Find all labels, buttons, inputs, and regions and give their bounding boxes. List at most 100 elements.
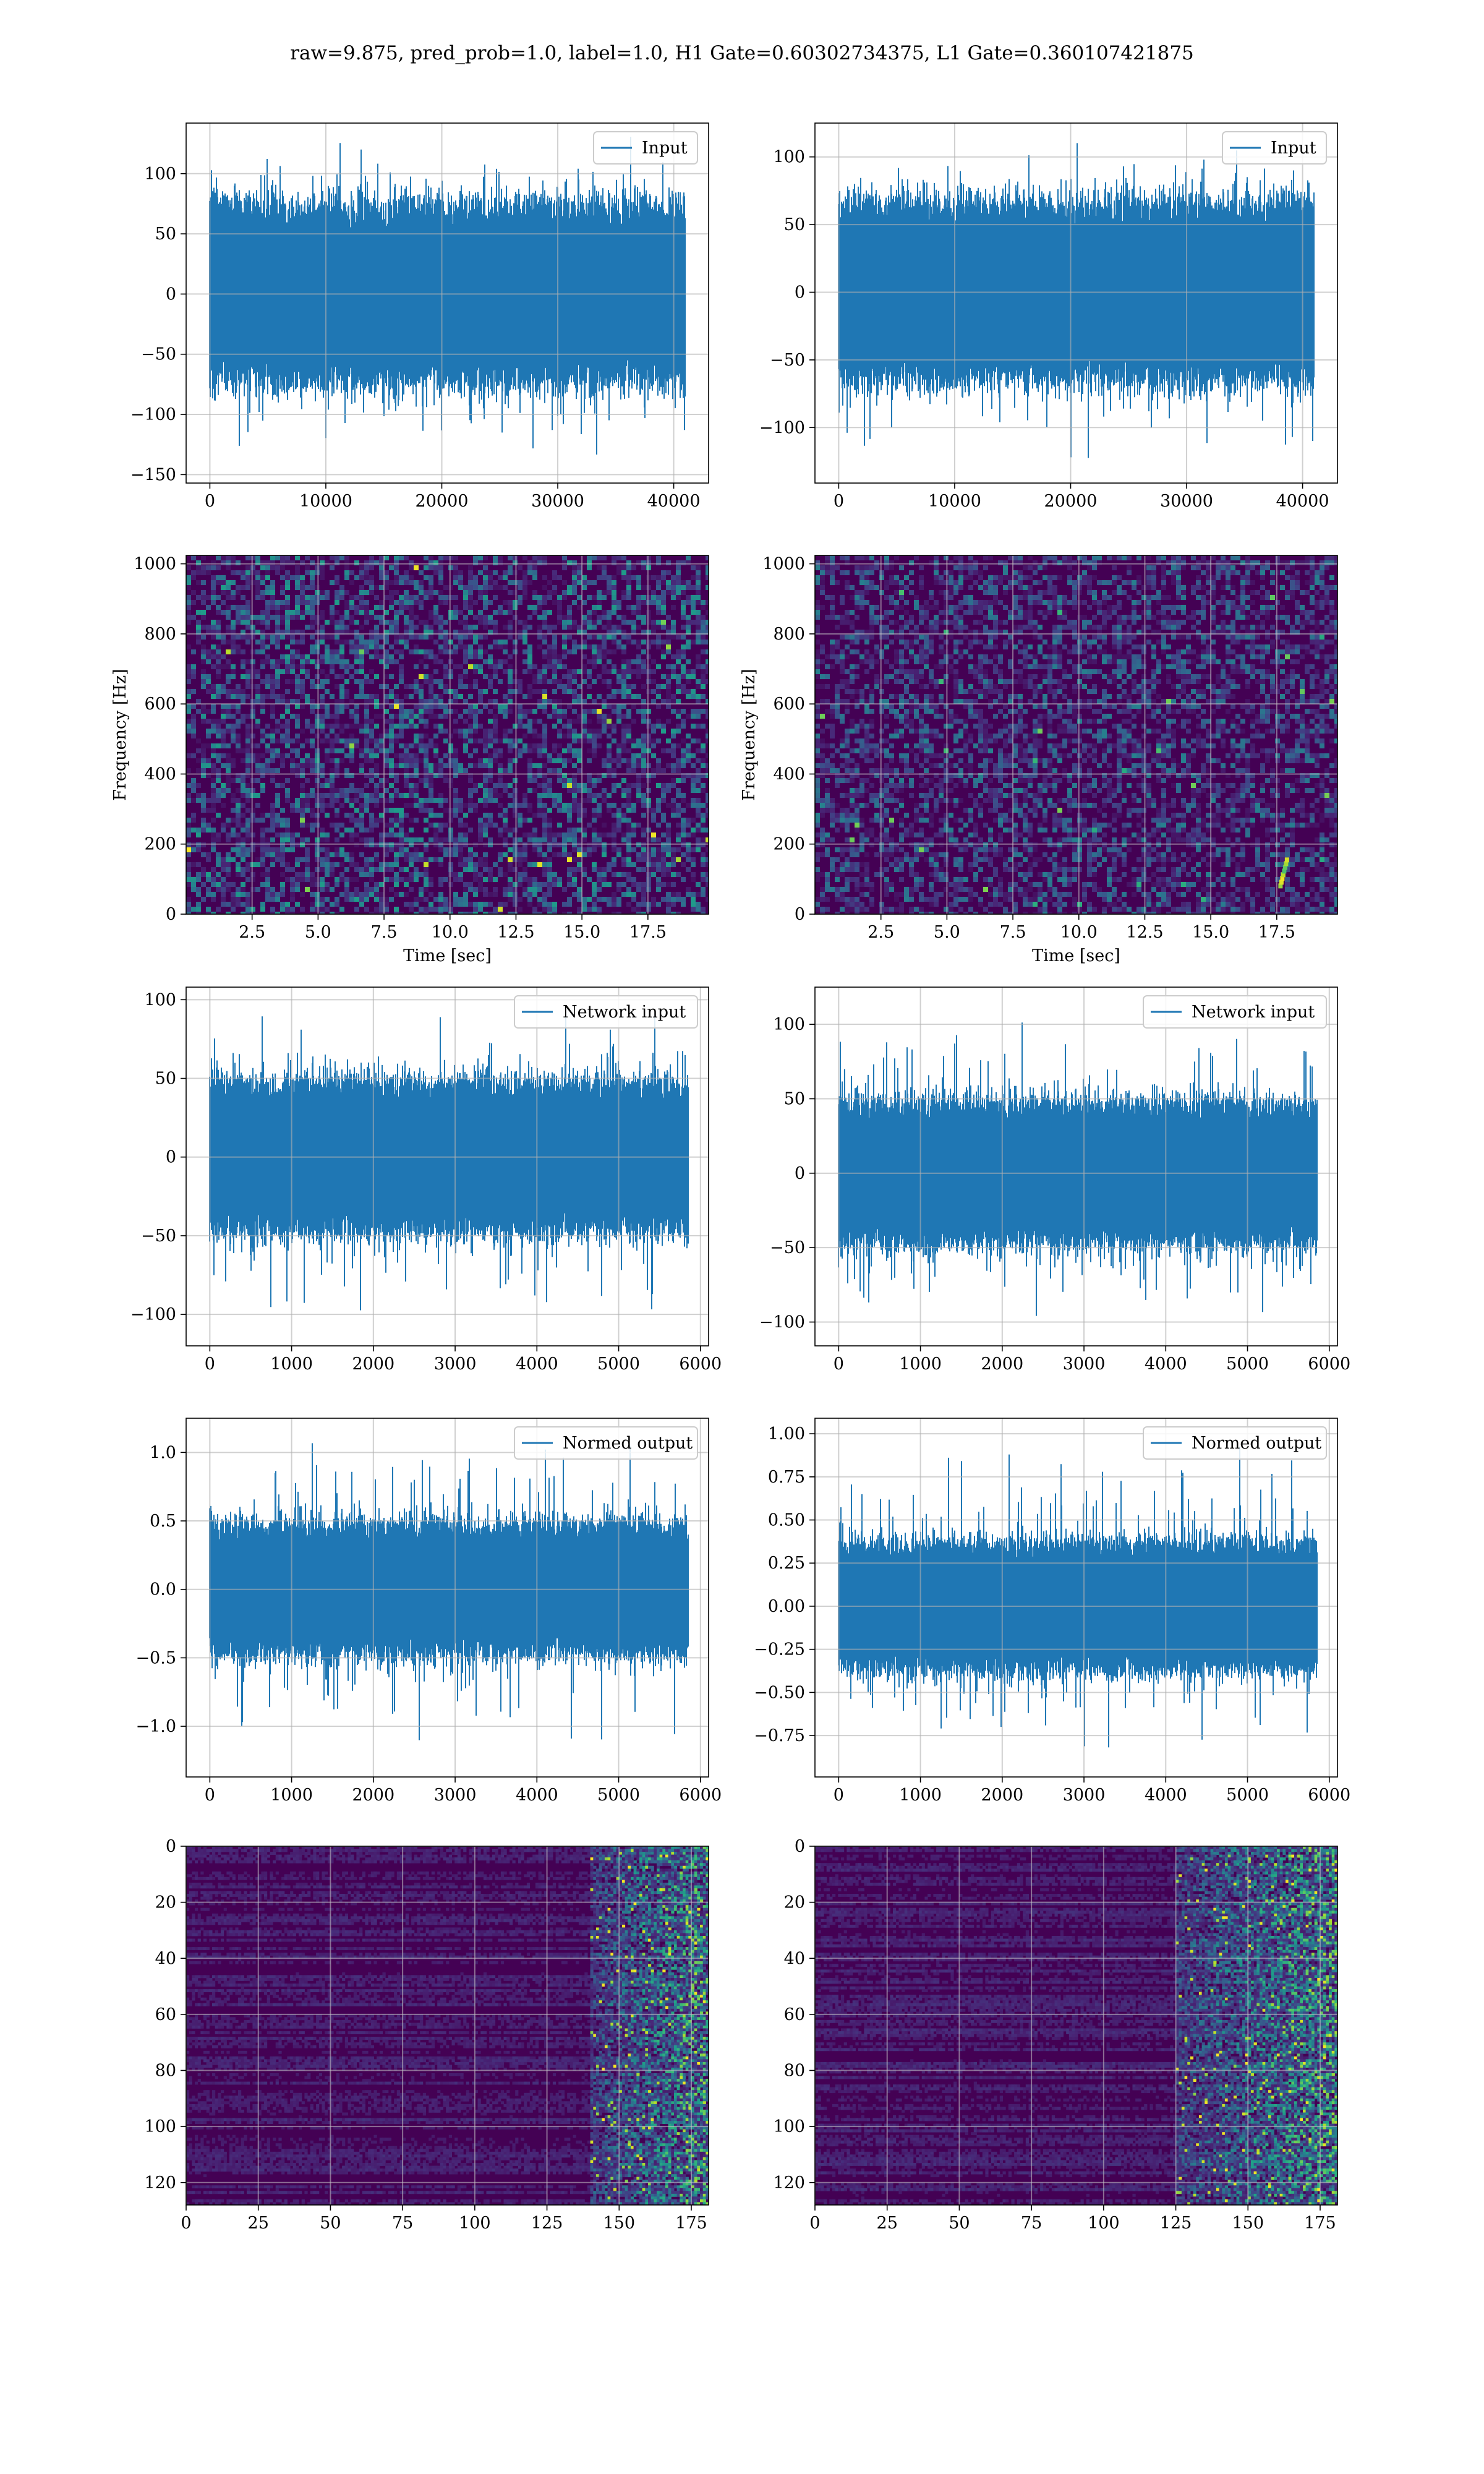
x-tick-label: 2000: [981, 1786, 1023, 1805]
y-tick-label: 0: [795, 1164, 805, 1183]
y-tick-label: 1000: [134, 555, 176, 574]
y-tick-label: −0.50: [754, 1683, 805, 1702]
plot-area: [815, 1846, 1337, 2205]
legend-label: Input: [642, 139, 688, 158]
y-tick-label: 0: [166, 1837, 176, 1856]
x-tick-label: 175: [675, 2214, 707, 2233]
x-tick-label: 6000: [679, 1355, 722, 1374]
y-tick-label: 20: [155, 1893, 176, 1912]
x-tick-label: 5000: [597, 1355, 640, 1374]
x-tick-label: 4000: [516, 1786, 558, 1805]
heatmap-cells: [186, 555, 709, 914]
x-tick-label: 4000: [1145, 1355, 1187, 1374]
x-tick-label: 5000: [1226, 1355, 1269, 1374]
axes-frame: [814, 987, 1338, 1346]
legend-label: Input: [1271, 139, 1316, 158]
y-axis-label: Frequency [Hz]: [740, 669, 759, 800]
y-axis-label: Frequency [Hz]: [111, 669, 130, 800]
y-tick-label: 0: [166, 905, 176, 924]
y-tick-label: 800: [773, 625, 805, 644]
y-tick-label: 1000: [762, 555, 805, 574]
x-tick-label: 75: [1021, 2214, 1042, 2233]
x-tick-label: 25: [877, 2214, 898, 2233]
axes-frame: [186, 1846, 709, 2206]
x-tick-label: 2000: [352, 1355, 394, 1374]
y-tick-label: −0.5: [135, 1648, 176, 1667]
x-tick-label: 4000: [1145, 1786, 1187, 1805]
x-tick-label: 3000: [434, 1355, 477, 1374]
x-tick-label: 0: [205, 1786, 215, 1805]
x-tick-label: 4000: [516, 1355, 558, 1374]
x-tick-label: 2000: [352, 1786, 394, 1805]
y-tick-label: 1.0: [150, 1443, 176, 1462]
y-tick-label: −100: [130, 405, 176, 424]
heatmap-cells: [815, 555, 1337, 914]
x-tick-label: 17.5: [629, 923, 667, 942]
x-tick-label: 7.5: [371, 923, 398, 942]
x-tick-label: 50: [949, 2214, 970, 2233]
y-tick-label: 100: [144, 990, 176, 1009]
plot-area: [186, 1418, 709, 1777]
x-tick-label: 125: [531, 2214, 563, 2233]
x-tick-label: 1000: [899, 1786, 942, 1805]
legend-label: Network input: [1192, 1003, 1315, 1022]
x-tick-label: 2.5: [239, 923, 265, 942]
y-tick-label: 50: [155, 1069, 176, 1089]
x-tick-label: 100: [459, 2214, 491, 2233]
x-tick-label: 0: [205, 492, 215, 511]
y-tick-label: 100: [144, 2117, 176, 2136]
axes-frame: [814, 1846, 1338, 2206]
x-tick-label: 0: [181, 2214, 191, 2233]
x-tick-label: 0: [834, 1786, 844, 1805]
y-tick-label: 600: [773, 695, 805, 714]
legend-box: [514, 995, 698, 1029]
x-axis-label: Time [sec]: [1032, 946, 1120, 965]
x-tick-label: 175: [1304, 2214, 1336, 2233]
y-tick-label: −50: [141, 345, 176, 364]
y-tick-label: 0: [795, 1837, 805, 1856]
y-tick-label: 50: [784, 215, 805, 234]
y-tick-label: 600: [144, 695, 176, 714]
x-tick-label: 6000: [1308, 1355, 1350, 1374]
y-tick-label: 0: [166, 285, 176, 304]
axes-frame: [814, 1418, 1338, 1778]
y-tick-label: 60: [784, 2005, 805, 2024]
x-tick-label: 10000: [299, 492, 352, 511]
y-tick-label: 0.00: [768, 1597, 805, 1616]
plot-area: [815, 123, 1337, 483]
x-tick-label: 15.0: [1192, 923, 1229, 942]
legend-label: Network input: [563, 1003, 686, 1022]
x-tick-label: 1000: [270, 1786, 313, 1805]
x-tick-label: 3000: [1063, 1786, 1106, 1805]
x-tick-label: 150: [1232, 2214, 1264, 2233]
y-tick-label: −150: [130, 465, 176, 484]
legend-box: [1143, 995, 1327, 1029]
y-tick-label: 100: [144, 165, 176, 184]
y-tick-label: 0.5: [150, 1512, 176, 1531]
y-tick-label: 0: [166, 1148, 176, 1167]
chart-spectrogram-l1: 2.5 5.0 7.5 10.0 12.5 15.0 17.5 0 200 400 600 800 10…: [740, 555, 1338, 965]
y-tick-label: 400: [144, 764, 176, 784]
plot-area: [186, 1846, 709, 2205]
axes-frame: [814, 122, 1338, 484]
x-tick-label: 3000: [1063, 1355, 1106, 1374]
chart-normed-output-h1: 0 1000 2000 3000 4000 5000 6000 −1.0 −0.5 0.0 0.5 1…: [135, 1418, 722, 1805]
x-tick-label: 30000: [1160, 492, 1213, 511]
y-tick-label: −1.0: [135, 1717, 176, 1736]
x-tick-label: 75: [392, 2214, 413, 2233]
figure-title: raw=9.875, pred_prob=1.0, label=1.0, H1 …: [0, 42, 1484, 64]
x-tick-label: 0: [834, 1355, 844, 1374]
y-tick-label: 50: [155, 225, 176, 244]
x-tick-label: 30000: [531, 492, 584, 511]
chart-feature-map-h1: 0 25 50 75 100 125 150 175 0 20 40 60 80 100 120: [144, 1837, 709, 2233]
x-tick-label: 12.5: [497, 923, 534, 942]
x-tick-label: 150: [603, 2214, 636, 2233]
x-tick-label: 20000: [416, 492, 469, 511]
x-tick-label: 17.5: [1258, 923, 1295, 942]
x-tick-label: 5.0: [305, 923, 331, 942]
y-tick-label: 0.50: [768, 1511, 805, 1530]
y-tick-label: 0.0: [150, 1580, 176, 1599]
x-tick-label: 125: [1160, 2214, 1192, 2233]
y-tick-label: 0: [795, 905, 805, 924]
